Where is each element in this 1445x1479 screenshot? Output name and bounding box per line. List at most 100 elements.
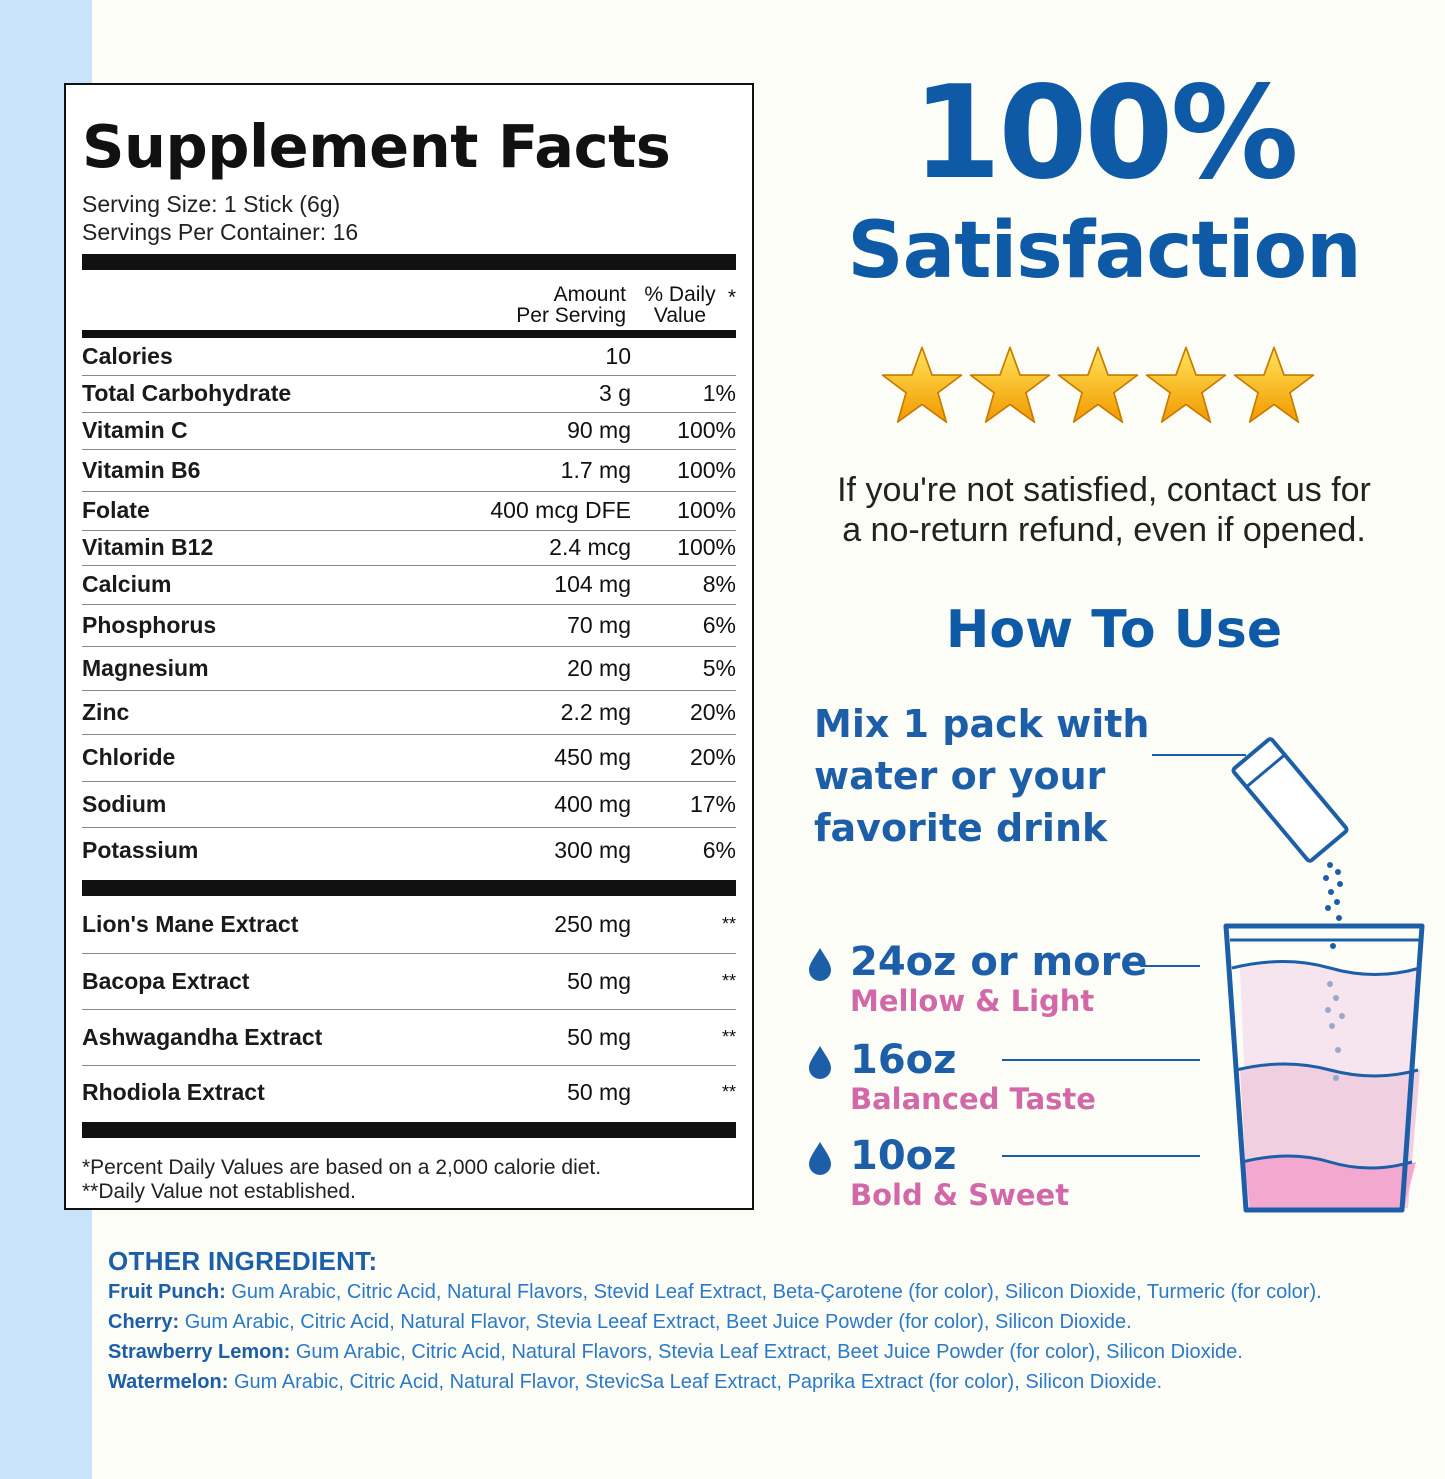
glass-icon [1223, 923, 1425, 1213]
ingredient-line: Watermelon: Gum Arabic, Citric Acid, Nat… [108, 1367, 1443, 1397]
extract-row: Bacopa Extract 50 mg ** [82, 954, 736, 1010]
ingredient-list: Fruit Punch: Gum Arabic, Citric Acid, Na… [108, 1277, 1443, 1397]
nutrient-daily-value: 17% [689, 790, 736, 817]
nutrient-name: Total Carbohydrate [82, 380, 292, 407]
nutrient-row: Sodium 400 mg 17% [82, 782, 736, 828]
divider-bar [82, 329, 736, 338]
divider-bar [82, 253, 736, 270]
nutrient-name: Calcium [82, 571, 172, 598]
satisfaction-percent: 100% [912, 59, 1298, 208]
promise-line2: a no-return refund, even if opened. [842, 511, 1366, 549]
amount-header-line1: Amount [553, 282, 626, 306]
extract-name: Lion's Mane Extract [82, 910, 299, 937]
nutrient-daily-value: 100% [677, 497, 736, 524]
taste-label: Balanced Taste [850, 1082, 1096, 1116]
extract-table: Lion's Mane Extract 250 mg ** Bacopa Extrac… [82, 896, 736, 1120]
water-amount: 16oz [850, 1037, 957, 1083]
nutrient-name: Chloride [82, 744, 176, 771]
nutrient-name: Vitamin B6 [82, 456, 201, 483]
extract-name: Bacopa Extract [82, 967, 250, 994]
nutrient-amount: 300 mg [554, 837, 631, 864]
extract-daily-value: ** [721, 1082, 736, 1103]
servings-per-container: Servings Per Container: 16 [82, 218, 359, 245]
nutrient-name: Vitamin B12 [82, 534, 214, 561]
flavor-name: Cherry: [108, 1311, 180, 1333]
star-icon [1057, 346, 1139, 423]
nutrient-daily-value: 8% [702, 571, 736, 598]
nutrient-amount: 1.7 mg [560, 456, 631, 483]
how-to-use-title: How To Use [945, 600, 1283, 660]
promise-line1: If you're not satisfied, contact us for [837, 471, 1371, 509]
dissolving-dots [1325, 981, 1345, 1081]
extract-row: Lion's Mane Extract 250 mg ** [82, 896, 736, 954]
nutrient-amount: 104 mg [554, 571, 631, 598]
mix-line3: favorite drink [814, 806, 1108, 850]
facts-column-header: Amount Per Serving % Daily Value * [82, 270, 736, 330]
nutrient-name: Magnesium [82, 654, 209, 681]
nutrient-amount: 90 mg [567, 417, 631, 444]
facts-title: Supplement Facts [82, 112, 671, 181]
star-icon [1145, 346, 1227, 423]
nutrient-daily-value: 6% [702, 837, 736, 864]
extract-amount: 250 mg [554, 910, 631, 937]
nutrient-name: Calories [82, 342, 173, 369]
nutrient-amount: 20 mg [567, 654, 631, 681]
nutrient-name: Sodium [82, 790, 167, 817]
flavor-ingredients: Gum Arabic, Citric Acid, Natural Flavors… [290, 1341, 1243, 1363]
nutrient-amount: 450 mg [554, 744, 631, 771]
nutrient-name: Vitamin C [82, 417, 188, 444]
star-icon [969, 346, 1051, 423]
nutrient-row: Calories 10 [82, 338, 736, 376]
other-ingredients-title: OTHER INGREDIENT: [108, 1246, 378, 1276]
water-drop-icon [809, 948, 831, 981]
supplement-facts-panel: Supplement Facts Serving Size: 1 Stick (… [64, 83, 754, 1210]
extract-row: Ashwagandha Extract 50 mg ** [82, 1010, 736, 1066]
nutrient-amount: 3 g [599, 380, 631, 407]
nutrient-amount: 2.2 mg [560, 698, 631, 725]
dv-header-line1: % Daily [644, 282, 716, 306]
dv-header-line2: Value [653, 303, 707, 327]
footnote-dv: *Percent Daily Values are based on a 2,0… [82, 1155, 602, 1179]
nutrient-amount: 70 mg [567, 611, 631, 638]
ingredient-line: Cherry: Gum Arabic, Citric Acid, Natural… [108, 1307, 1443, 1337]
taste-label: Bold & Sweet [850, 1178, 1070, 1212]
divider-bar [82, 1121, 736, 1138]
mix-line1: Mix 1 pack with [814, 702, 1150, 746]
nutrient-table: Calories 10 Total Carbohydrate 3 g 1% Vitamin… [82, 338, 736, 874]
star-rating [880, 344, 1320, 428]
extract-daily-value: ** [721, 970, 736, 991]
nutrient-row: Potassium 300 mg 6% [82, 828, 736, 874]
other-ingredients: OTHER INGREDIENT: Fruit Punch: Gum Arabi… [108, 1246, 1443, 1397]
nutrient-row: Folate 400 mcg DFE 100% [82, 492, 736, 531]
extract-daily-value: ** [721, 913, 736, 934]
nutrient-daily-value: 20% [689, 698, 736, 725]
nutrient-daily-value: 20% [689, 744, 736, 771]
flavor-ingredients: Gum Arabic, Citric Acid, Natural Flavor,… [179, 1311, 1132, 1333]
taste-label: Mellow & Light [850, 984, 1095, 1018]
nutrient-row: Magnesium 20 mg 5% [82, 647, 736, 691]
extract-amount: 50 mg [567, 1079, 631, 1106]
satisfaction-heading: Satisfaction [847, 206, 1361, 296]
nutrient-amount: 10 [605, 342, 631, 369]
stick-pack-icon [1231, 737, 1349, 863]
refund-promise: If you're not satisfied, contact us for … [784, 470, 1424, 550]
water-amount: 24oz or more [850, 939, 1148, 985]
nutrient-row: Vitamin C 90 mg 100% [82, 413, 736, 450]
water-drop-icon [809, 1046, 831, 1079]
amount-header-line2: Per Serving [516, 303, 626, 327]
nutrient-name: Potassium [82, 837, 199, 864]
mix-line2: water or your [814, 754, 1106, 798]
nutrient-row: Zinc 2.2 mg 20% [82, 691, 736, 735]
mix-instructions: Mix 1 pack with water or your favorite d… [814, 698, 1154, 854]
divider-bar [82, 879, 736, 896]
flavor-name: Fruit Punch: [108, 1281, 226, 1303]
nutrient-row: Calcium 104 mg 8% [82, 566, 736, 605]
nutrient-name: Phosphorus [82, 611, 217, 638]
nutrient-amount: 2.4 mcg [549, 534, 631, 561]
powder-dots [1323, 862, 1343, 949]
nutrient-daily-value: 1% [702, 380, 736, 407]
footnote-not-established: **Daily Value not established. [82, 1179, 356, 1203]
amount-header: Amount Per Serving [426, 284, 626, 326]
dv-asterisk: * [727, 286, 736, 310]
nutrient-daily-value: 100% [677, 456, 736, 483]
